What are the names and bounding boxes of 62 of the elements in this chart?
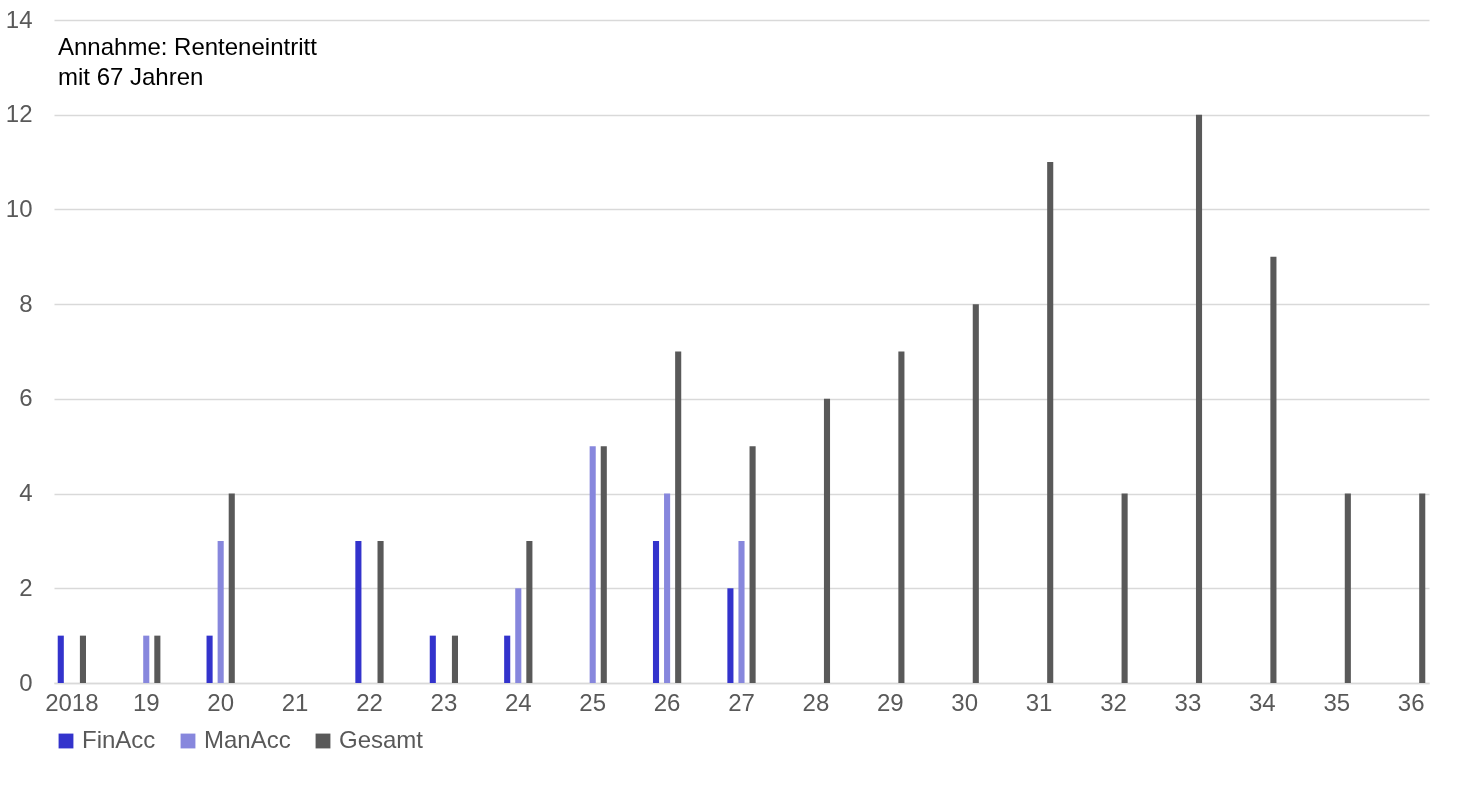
- y-tick-label: 2: [19, 573, 33, 601]
- x-tick-label: 21: [281, 688, 309, 716]
- y-tick-label: 10: [5, 194, 33, 222]
- bar: [1047, 162, 1054, 683]
- bar: [504, 635, 511, 683]
- x-tick-label: 22: [356, 688, 383, 716]
- x-tick-label: 35: [1323, 688, 1351, 716]
- bar: [206, 635, 213, 683]
- legend-label: FinAcc: [82, 726, 156, 753]
- y-tick-label: 12: [5, 100, 33, 128]
- bar: [1419, 493, 1426, 683]
- annotation: Annahme: Renteneintritt mit 67 Jahren: [58, 33, 318, 90]
- legend-label: Gesamt: [339, 726, 424, 753]
- x-tick-label: 2018: [45, 688, 99, 716]
- bar: [972, 304, 979, 683]
- bar: [1344, 493, 1351, 683]
- x-tick-label: 36: [1397, 688, 1425, 716]
- x-tick-label: 27: [728, 688, 755, 716]
- bar: [515, 588, 522, 683]
- x-tick-label: 31: [1025, 688, 1053, 716]
- bar: [1121, 493, 1128, 683]
- x-tick-label: 26: [653, 688, 681, 716]
- bar: [526, 540, 533, 683]
- bar: [898, 351, 905, 683]
- bar: [377, 540, 384, 683]
- bar: [738, 540, 745, 683]
- x-tick-label: 32: [1100, 688, 1127, 716]
- bar: [823, 398, 831, 683]
- x-tick-label: 33: [1174, 688, 1202, 716]
- x-tick-label: 25: [579, 688, 607, 716]
- x-tick-label: 29: [876, 688, 904, 716]
- y-tick-label: 0: [19, 668, 33, 696]
- bar: [1270, 256, 1277, 683]
- bar: [217, 540, 224, 683]
- legend-label: ManAcc: [204, 726, 291, 753]
- bar: [664, 493, 671, 683]
- x-tick-label: 23: [430, 688, 458, 716]
- bar: [143, 635, 150, 683]
- bar: [589, 446, 596, 683]
- x-tick-label: 19: [132, 688, 160, 716]
- bar: [79, 635, 86, 683]
- bar: [451, 635, 459, 683]
- bar: [154, 635, 161, 683]
- bar: [429, 635, 436, 683]
- x-tick-label: 28: [802, 688, 830, 716]
- x-tick-label: 24: [504, 688, 532, 716]
- x-tick-label: 34: [1248, 688, 1276, 716]
- y-tick-label: 8: [19, 289, 33, 317]
- y-tick-label: 6: [19, 384, 33, 412]
- bar: [749, 446, 756, 683]
- bar: [652, 540, 660, 683]
- x-tick-label: 30: [951, 688, 979, 716]
- x-tick-label: 20: [207, 688, 235, 716]
- bar: [355, 540, 362, 683]
- y-tick-label: 14: [5, 5, 33, 33]
- bar: [727, 588, 734, 683]
- y-tick-label: 4: [19, 479, 33, 507]
- bar: [600, 446, 607, 683]
- bar: [1195, 114, 1203, 683]
- bar: [57, 635, 64, 683]
- bar: [675, 351, 682, 683]
- bar: [228, 493, 235, 683]
